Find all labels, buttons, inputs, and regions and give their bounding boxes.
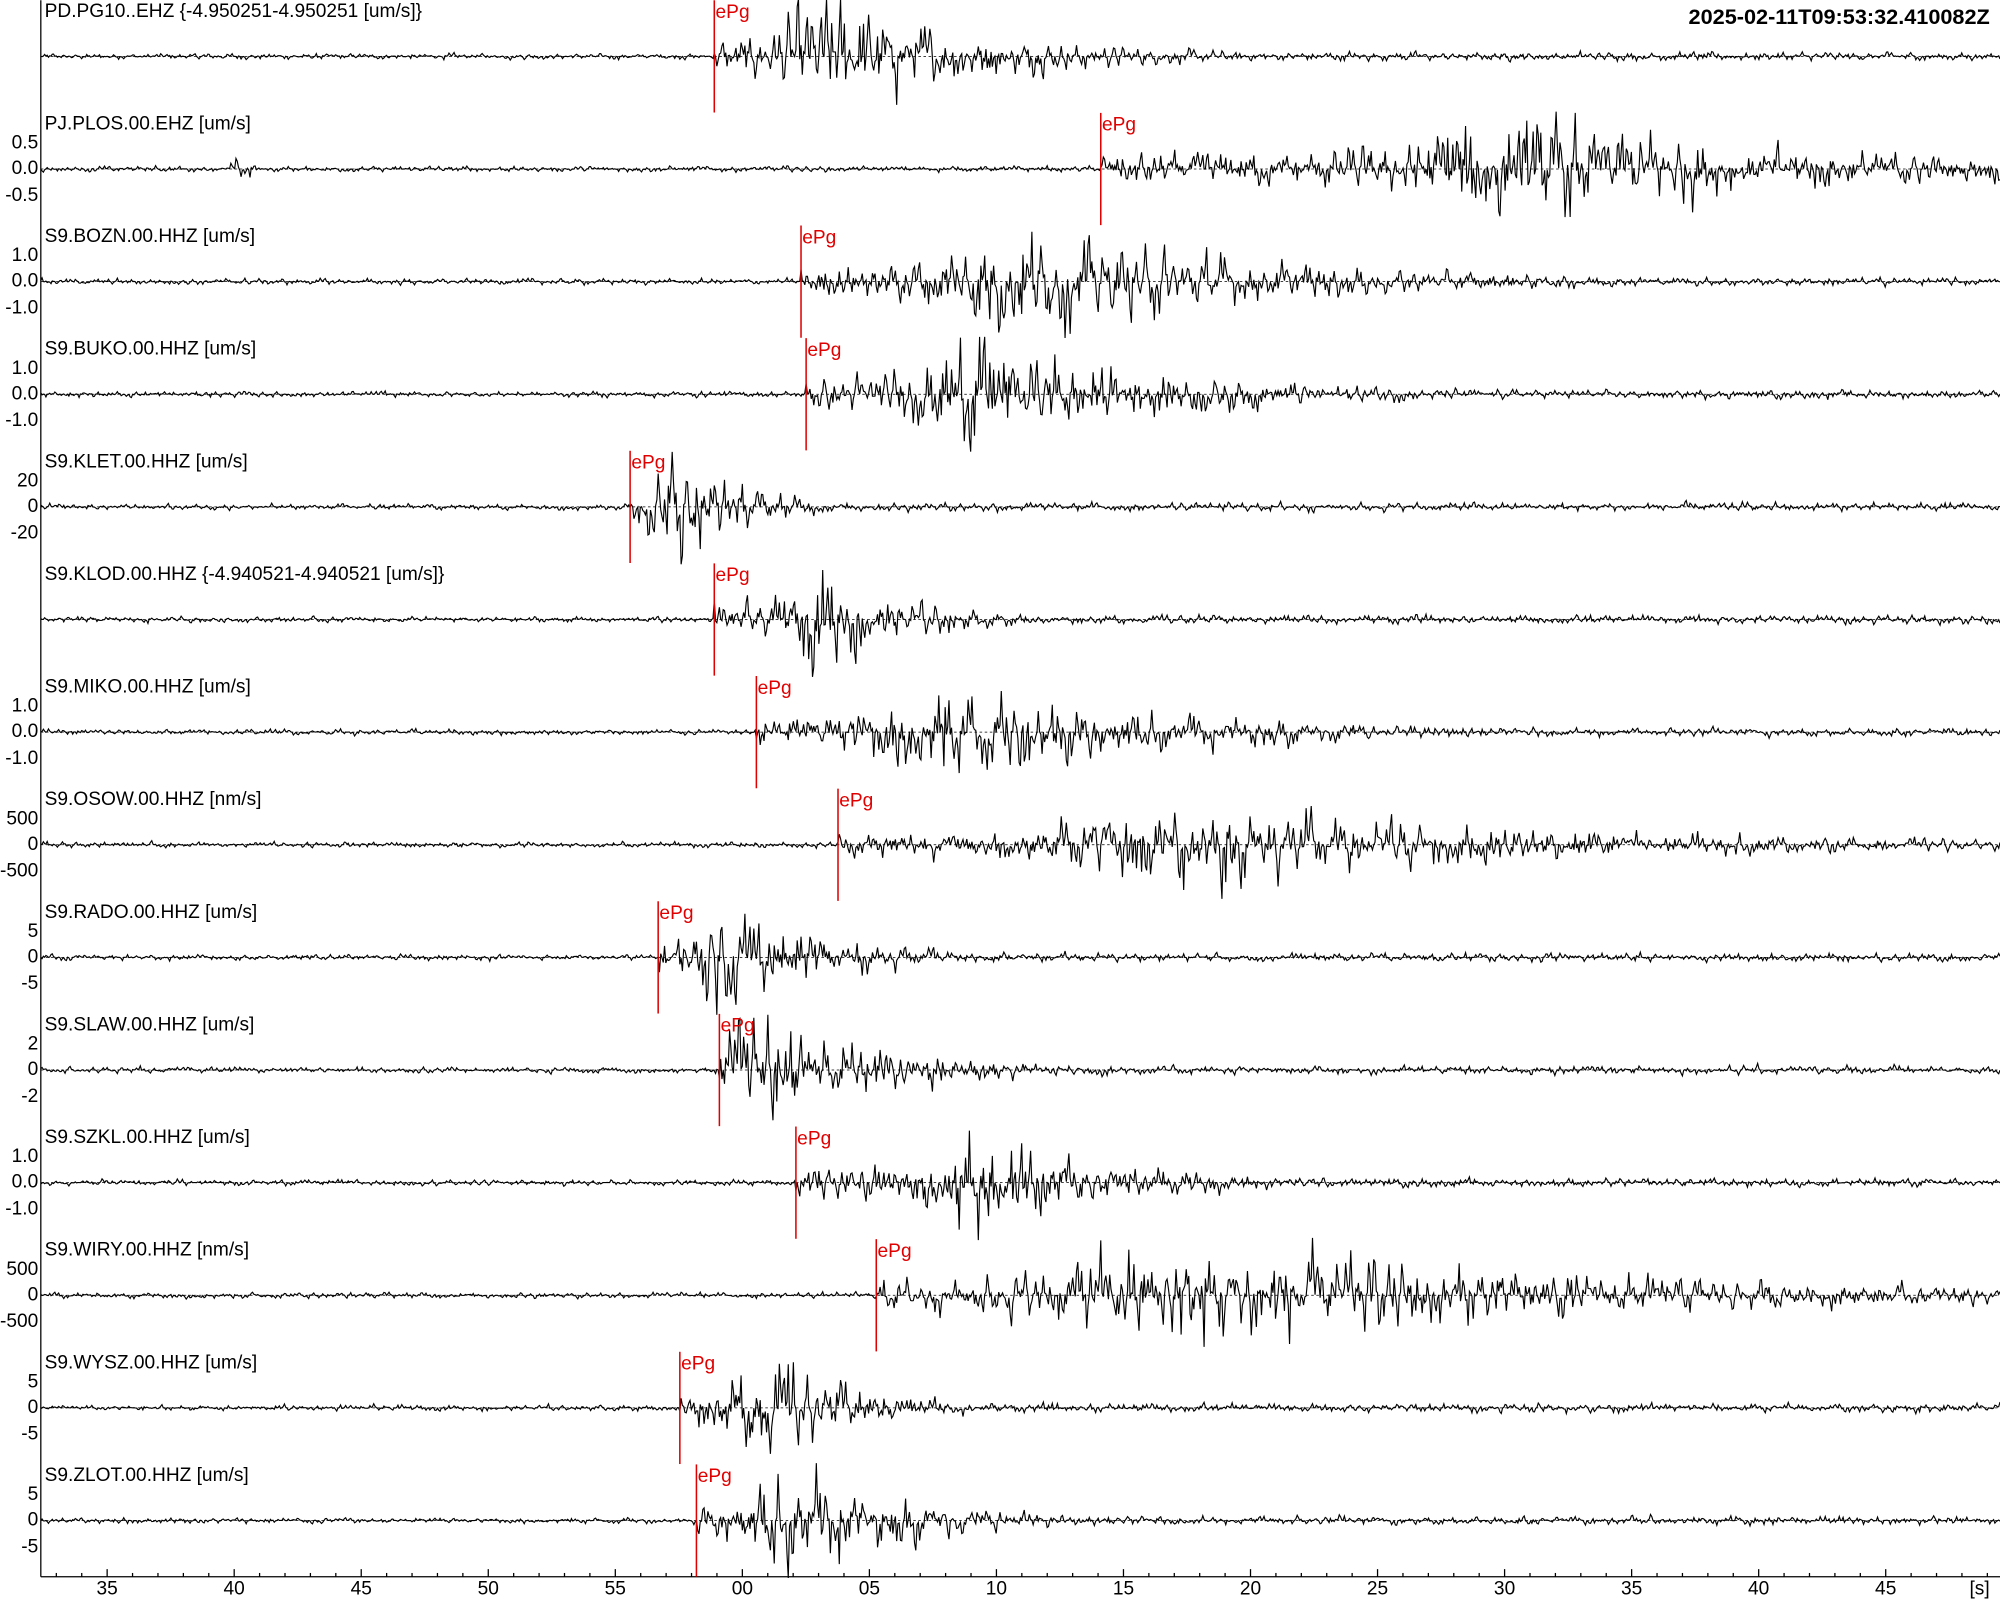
time-tick-label: 10 <box>986 1579 1007 1600</box>
waveform <box>40 691 2000 774</box>
time-tick-label: 45 <box>1875 1579 1896 1600</box>
trace-label: S9.MIKO.00.HHZ [um/s] <box>45 677 251 698</box>
y-tick-label: 0 <box>28 1284 39 1305</box>
waveform <box>40 913 2000 1015</box>
y-tick-label: 0 <box>28 496 39 517</box>
pick-label: ePg <box>839 790 873 811</box>
y-tick-label: -5 <box>21 1424 38 1445</box>
pick-label: ePg <box>758 678 792 699</box>
time-tick-label: 55 <box>605 1579 626 1600</box>
time-tick-label: 15 <box>1113 1579 1134 1600</box>
y-tick-label: 5 <box>28 1484 39 1505</box>
trace-label: S9.BUKO.00.HHZ [um/s] <box>45 339 257 360</box>
pick-label: ePg <box>878 1241 912 1262</box>
trace-label: S9.BOZN.00.HHZ [um/s] <box>45 226 255 247</box>
pick-label: ePg <box>716 565 750 586</box>
time-tick-label: 05 <box>859 1579 880 1600</box>
waveform <box>40 1237 2000 1347</box>
y-tick-label: 0 <box>28 946 39 967</box>
y-tick-label: 1.0 <box>12 358 39 379</box>
time-tick-label: 35 <box>97 1579 118 1600</box>
pick-label: ePg <box>659 903 693 924</box>
y-tick-label: 1.0 <box>12 1146 39 1167</box>
y-tick-label: 0.0 <box>12 1172 39 1193</box>
time-unit: [s] <box>1969 1579 1989 1600</box>
pick-label: ePg <box>807 340 841 361</box>
y-tick-label: 0 <box>28 834 39 855</box>
trace-label: PD.PG10..EHZ {-4.950251-4.950251 [um/s]} <box>45 1 423 22</box>
time-tick-label: 40 <box>224 1579 245 1600</box>
pick-label: ePg <box>698 1466 732 1487</box>
timestamp: 2025-02-11T09:53:32.410082Z <box>1689 4 1990 29</box>
y-tick-label: 20 <box>17 470 38 491</box>
y-tick-label: -5 <box>21 973 38 994</box>
time-tick-label: 40 <box>1748 1579 1769 1600</box>
pick-label: ePg <box>631 453 665 474</box>
time-tick-label: 00 <box>732 1579 753 1600</box>
waveform <box>40 111 2000 218</box>
waveform <box>40 1362 2000 1454</box>
y-tick-label: -1.0 <box>5 1198 38 1219</box>
waveform <box>40 336 2000 452</box>
pick-label: ePg <box>721 1016 755 1037</box>
y-tick-label: -1.0 <box>5 297 38 318</box>
y-tick-label: 2 <box>28 1034 39 1055</box>
pick-label: ePg <box>681 1354 715 1375</box>
y-tick-label: -2 <box>21 1086 38 1107</box>
pick-label: ePg <box>797 1128 831 1149</box>
y-tick-label: -1.0 <box>5 748 38 769</box>
y-tick-label: 0 <box>28 1059 39 1080</box>
time-tick-label: 45 <box>351 1579 372 1600</box>
y-tick-label: -1.0 <box>5 410 38 431</box>
y-tick-label: -5 <box>21 1536 38 1557</box>
trace-label: S9.SLAW.00.HHZ [um/s] <box>45 1014 255 1035</box>
waveform <box>40 1463 2000 1578</box>
y-tick-label: -20 <box>11 523 39 544</box>
time-tick-label: 30 <box>1494 1579 1515 1600</box>
waveform <box>40 451 2000 565</box>
waveform <box>40 805 2000 899</box>
pick-label: ePg <box>802 227 836 248</box>
waveform <box>40 1014 2000 1121</box>
y-tick-label: 0.5 <box>12 133 39 154</box>
y-tick-label: 500 <box>6 1259 38 1280</box>
trace-label: S9.OSOW.00.HHZ [nm/s] <box>45 789 262 810</box>
y-tick-label: 0.0 <box>12 383 39 404</box>
pick-label: ePg <box>1102 115 1136 136</box>
y-tick-label: -500 <box>0 1311 38 1332</box>
time-tick-label: 25 <box>1367 1579 1388 1600</box>
y-tick-label: 500 <box>6 808 38 829</box>
trace-label: S9.WIRY.00.HHZ [nm/s] <box>45 1240 249 1261</box>
time-tick-label: 20 <box>1240 1579 1261 1600</box>
trace-label: S9.SZKL.00.HHZ [um/s] <box>45 1127 250 1148</box>
trace-label: PJ.PLOS.00.EHZ [um/s] <box>45 113 251 134</box>
trace-label: S9.ZLOT.00.HHZ [um/s] <box>45 1465 249 1486</box>
y-tick-label: -500 <box>0 861 38 882</box>
y-tick-label: 0 <box>28 1510 39 1531</box>
time-tick-label: 35 <box>1621 1579 1642 1600</box>
y-tick-label: 5 <box>28 921 39 942</box>
waveform <box>40 1130 2000 1241</box>
waveform <box>40 570 2000 677</box>
y-tick-label: 0.0 <box>12 721 39 742</box>
y-tick-label: 1.0 <box>12 696 39 717</box>
waveform <box>40 0 2000 105</box>
trace-label: S9.KLOD.00.HHZ {-4.940521-4.940521 [um/s… <box>45 564 445 585</box>
pick-label: ePg <box>716 2 750 23</box>
y-tick-label: 0 <box>28 1397 39 1418</box>
trace-label: S9.KLET.00.HHZ [um/s] <box>45 451 248 472</box>
trace-label: S9.RADO.00.HHZ [um/s] <box>45 902 258 923</box>
y-tick-label: 5 <box>28 1371 39 1392</box>
time-tick-label: 50 <box>478 1579 499 1600</box>
y-tick-label: 1.0 <box>12 245 39 266</box>
trace-label: S9.WYSZ.00.HHZ [um/s] <box>45 1352 258 1373</box>
waveform <box>40 231 2000 339</box>
y-tick-label: 0.0 <box>12 271 39 292</box>
y-tick-label: -0.5 <box>5 185 38 206</box>
y-tick-label: 0.0 <box>12 158 39 179</box>
